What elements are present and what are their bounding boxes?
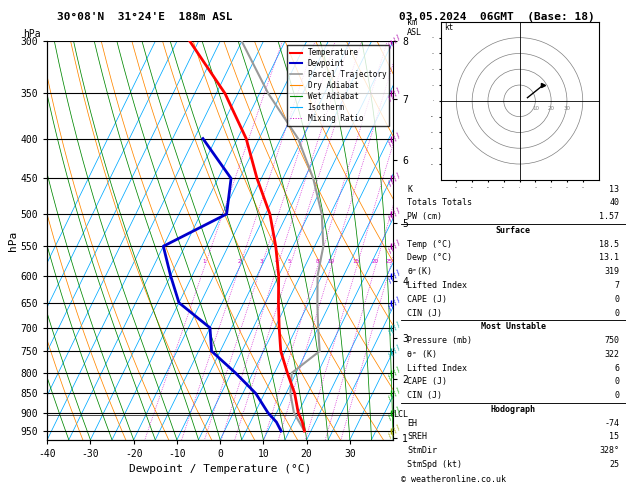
Text: 30°08'N  31°24'E  188m ASL: 30°08'N 31°24'E 188m ASL (57, 12, 232, 22)
Text: 0: 0 (614, 295, 619, 304)
Text: ////: //// (387, 267, 403, 284)
Text: CAPE (J): CAPE (J) (408, 295, 447, 304)
Text: 1: 1 (203, 259, 206, 264)
Text: 15: 15 (353, 259, 360, 264)
Text: Totals Totals: Totals Totals (408, 198, 472, 208)
Text: 6: 6 (614, 364, 619, 373)
Text: ////: //// (387, 130, 403, 147)
Text: 18.5: 18.5 (599, 240, 619, 249)
Text: 25: 25 (386, 259, 393, 264)
Text: Lifted Index: Lifted Index (408, 364, 467, 373)
Text: Pressure (mb): Pressure (mb) (408, 336, 472, 345)
Text: LCL: LCL (393, 410, 408, 419)
Text: 1.57: 1.57 (599, 212, 619, 221)
Text: StmDir: StmDir (408, 446, 437, 455)
Text: 5: 5 (288, 259, 291, 264)
Text: ////: //// (387, 320, 403, 336)
Text: 25: 25 (609, 460, 619, 469)
Text: 10: 10 (327, 259, 334, 264)
Text: ////: //// (387, 206, 403, 222)
Legend: Temperature, Dewpoint, Parcel Trajectory, Dry Adiabat, Wet Adiabat, Isotherm, Mi: Temperature, Dewpoint, Parcel Trajectory… (287, 45, 389, 126)
Text: 3: 3 (259, 259, 263, 264)
Text: Hodograph: Hodograph (491, 405, 536, 414)
X-axis label: Dewpoint / Temperature (°C): Dewpoint / Temperature (°C) (129, 465, 311, 474)
Text: 0: 0 (614, 391, 619, 400)
Text: Dewp (°C): Dewp (°C) (408, 254, 452, 262)
Text: ////: //// (387, 33, 403, 50)
Text: θᵉ(K): θᵉ(K) (408, 267, 432, 276)
Text: 319: 319 (604, 267, 619, 276)
Text: 2: 2 (238, 259, 241, 264)
Text: 20: 20 (548, 106, 555, 111)
Text: -74: -74 (604, 419, 619, 428)
Text: StmSpd (kt): StmSpd (kt) (408, 460, 462, 469)
Text: Temp (°C): Temp (°C) (408, 240, 452, 249)
Text: 7: 7 (614, 281, 619, 290)
Text: ////: //// (387, 86, 403, 102)
Text: 322: 322 (604, 350, 619, 359)
Text: 03.05.2024  06GMT  (Base: 18): 03.05.2024 06GMT (Base: 18) (399, 12, 595, 22)
Text: ////: //// (387, 423, 403, 439)
Text: ////: //// (387, 170, 403, 187)
Text: 15: 15 (609, 433, 619, 441)
Text: CIN (J): CIN (J) (408, 391, 442, 400)
Text: 20: 20 (371, 259, 378, 264)
Text: 30: 30 (564, 106, 571, 111)
Text: 8: 8 (315, 259, 319, 264)
Text: K: K (408, 185, 413, 193)
Text: 10: 10 (532, 106, 539, 111)
Text: θᵉ (K): θᵉ (K) (408, 350, 437, 359)
Text: 40: 40 (609, 198, 619, 208)
Text: ////: //// (387, 343, 403, 359)
Text: 0: 0 (614, 309, 619, 317)
Text: PW (cm): PW (cm) (408, 212, 442, 221)
Text: ////: //// (387, 365, 403, 381)
Text: hPa: hPa (23, 29, 41, 39)
Text: 328°: 328° (599, 446, 619, 455)
Text: 13: 13 (609, 185, 619, 193)
Text: ////: //// (387, 295, 403, 311)
Text: SREH: SREH (408, 433, 428, 441)
Text: CAPE (J): CAPE (J) (408, 378, 447, 386)
Text: EH: EH (408, 419, 418, 428)
Text: Lifted Index: Lifted Index (408, 281, 467, 290)
Y-axis label: hPa: hPa (8, 230, 18, 251)
Text: 4: 4 (275, 259, 279, 264)
Text: Most Unstable: Most Unstable (481, 322, 546, 331)
Text: ////: //// (387, 405, 403, 421)
Text: ////: //// (387, 238, 403, 254)
Text: 13.1: 13.1 (599, 254, 619, 262)
Text: kt: kt (443, 23, 453, 32)
Text: ////: //// (387, 385, 403, 401)
Text: km
ASL: km ASL (407, 18, 422, 37)
Text: Surface: Surface (496, 226, 531, 235)
Text: 0: 0 (614, 378, 619, 386)
Text: CIN (J): CIN (J) (408, 309, 442, 317)
Text: 750: 750 (604, 336, 619, 345)
Text: © weatheronline.co.uk: © weatheronline.co.uk (401, 474, 506, 484)
